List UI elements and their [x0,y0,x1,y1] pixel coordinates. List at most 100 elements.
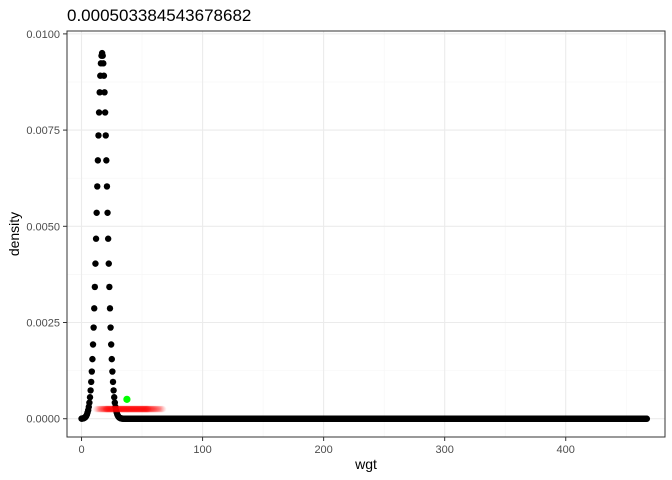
density-point [94,157,102,164]
sample-point [95,405,102,413]
sample-point [101,405,108,413]
density-point [100,72,108,79]
sample-point [111,405,118,413]
density-curve-points [78,49,651,422]
sample-point [119,405,126,413]
sample-point [141,405,149,413]
density-point [92,235,100,242]
sample-point [135,405,143,413]
density-point [103,157,110,164]
sample-point [135,405,142,413]
sample-point [152,405,159,413]
density-point [643,415,651,422]
sample-point [94,405,102,413]
sample-point [129,405,136,413]
y-tick-label: 0.0050 [26,221,60,233]
sample-point [146,405,153,413]
sample-point [138,405,146,413]
density-point [110,387,117,394]
sample-point [102,405,110,413]
sample-point [147,405,155,413]
sample-point [123,405,130,413]
plot-panel [67,31,665,437]
sample-point [130,405,138,413]
density-point [109,368,116,375]
sample-point [110,405,118,413]
density-point [101,89,108,96]
density-point [90,324,97,331]
sample-point [148,405,156,413]
sample-point [114,405,122,413]
sample-point [97,405,105,413]
sample-point [108,405,116,413]
x-tick-label: 200 [314,444,332,456]
sample-point [152,405,160,413]
sample-point [136,405,144,413]
sample-point [154,405,162,413]
sample-point [155,405,163,413]
sample-point [132,405,140,413]
sample-point [121,405,129,413]
density-point [95,109,103,116]
sample-point [143,405,151,413]
sample-point [159,405,167,413]
sample-point [128,405,135,413]
sample-point [142,405,150,413]
density-point [111,394,118,401]
sample-point [124,405,132,413]
sample-point [98,405,106,413]
sample-point [116,405,124,413]
sample-point [125,405,133,413]
sample-point [115,405,123,413]
sample-point [107,405,114,413]
sample-point [145,405,152,413]
sample-point [131,405,139,413]
density-point [104,209,111,216]
density-point [95,132,102,139]
sample-point [158,405,166,413]
y-axis-label: density [6,212,22,256]
sample-point [104,405,112,413]
data-layer [78,49,651,422]
sample-point [124,405,131,413]
sample-point [144,405,152,413]
sample-point [127,405,135,413]
y-tick-label: 0.0025 [26,318,60,330]
density-point [89,355,96,363]
density-point [102,132,109,139]
y-tick-label: 0.0000 [26,414,60,426]
panel-border [66,30,666,438]
density-point [106,305,114,312]
sample-point [146,405,154,413]
sample-point [113,405,121,413]
sample-point [118,405,125,413]
x-tick-label: 300 [436,444,454,456]
sample-point [96,405,103,413]
density-point [107,324,114,331]
density-point [108,355,115,363]
sample-point [100,405,107,413]
sample-point [117,405,124,413]
sample-point [139,405,146,413]
sample-point [137,405,145,413]
sample-point [130,405,137,413]
sample-point [153,405,161,413]
x-tick-label: 100 [193,444,211,456]
density-point [88,368,96,375]
density-point [91,305,98,312]
density-point [99,52,106,59]
sample-point [106,405,113,413]
sample-point [134,405,141,413]
sample-point [158,405,165,413]
sample-point [140,405,147,413]
sample-point [103,405,111,413]
sample-point [105,405,113,413]
sample-point [109,405,117,413]
density-point [104,235,112,242]
density-point [93,209,100,216]
sample-point [99,405,107,413]
sample-point [113,405,120,413]
density-point [109,378,117,386]
sample-point [119,405,127,413]
density-point [101,109,109,116]
